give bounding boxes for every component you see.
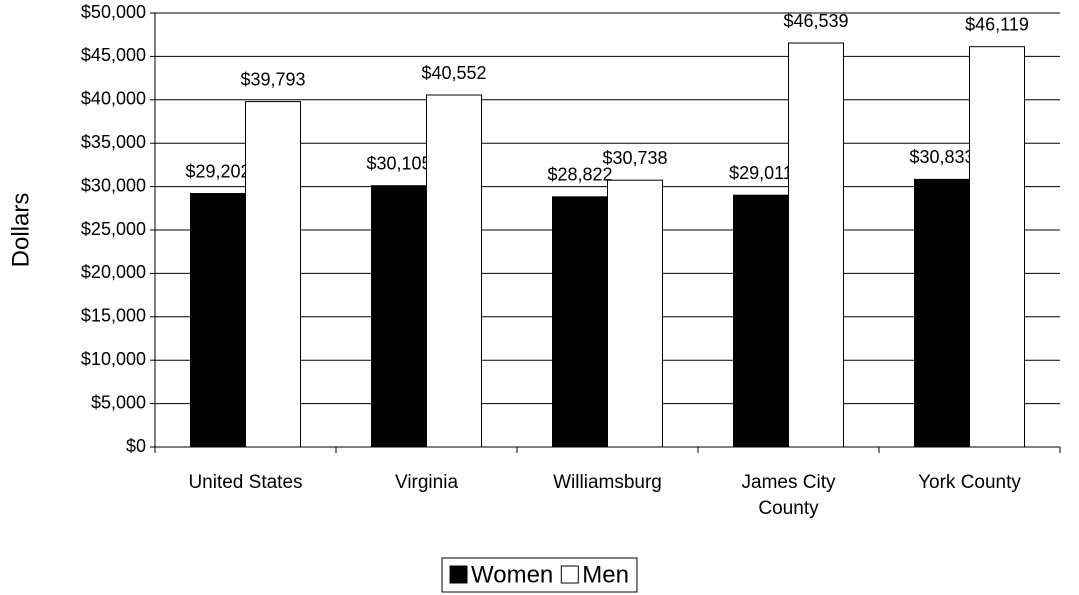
- x-tick-label: Williamsburg: [553, 472, 662, 493]
- y-tick-label: $35,000: [81, 132, 146, 152]
- data-label: $39,793: [240, 69, 305, 89]
- legend-swatch: [449, 565, 468, 584]
- bar: [190, 193, 246, 448]
- legend-swatch: [560, 565, 579, 584]
- y-tick-label: $50,000: [81, 2, 146, 22]
- x-tick-label: James City County: [741, 472, 836, 519]
- data-label: $30,738: [602, 148, 667, 168]
- data-label: $46,119: [965, 14, 1029, 34]
- y-tick-label: $0: [126, 436, 146, 456]
- y-tick-label: $40,000: [81, 89, 146, 109]
- bar: [371, 185, 427, 448]
- legend-label: Men: [582, 561, 629, 588]
- bar: [733, 194, 789, 448]
- data-label: $29,202: [185, 161, 250, 181]
- y-tick-label: $10,000: [81, 349, 146, 369]
- bar: [788, 42, 844, 448]
- data-label: $40,552: [421, 63, 486, 83]
- y-tick-label: $20,000: [81, 262, 146, 282]
- x-tick-label: Virginia: [394, 472, 459, 493]
- data-label: $30,105: [366, 153, 431, 173]
- bar: [969, 46, 1025, 448]
- data-label: $28,822: [547, 165, 612, 185]
- y-tick-label: $15,000: [81, 306, 146, 326]
- y-tick-label: $25,000: [81, 219, 146, 239]
- legend-label: Women: [471, 561, 553, 588]
- y-tick-label: $5,000: [91, 392, 146, 412]
- data-label: $29,011: [729, 163, 793, 183]
- bar: [607, 179, 663, 448]
- data-label: $46,539: [783, 11, 848, 31]
- bar: [245, 101, 301, 448]
- x-tick-label: York County: [918, 472, 1021, 493]
- legend-box: [441, 557, 638, 593]
- bar: [914, 178, 970, 448]
- y-axis-title: Dollars: [7, 193, 34, 268]
- y-tick-label: $45,000: [81, 45, 146, 65]
- bar: [426, 94, 482, 448]
- x-tick-label: United States: [188, 472, 303, 493]
- data-label: $30,833: [909, 147, 974, 167]
- y-tick-label: $30,000: [81, 175, 146, 195]
- bar: [552, 196, 608, 448]
